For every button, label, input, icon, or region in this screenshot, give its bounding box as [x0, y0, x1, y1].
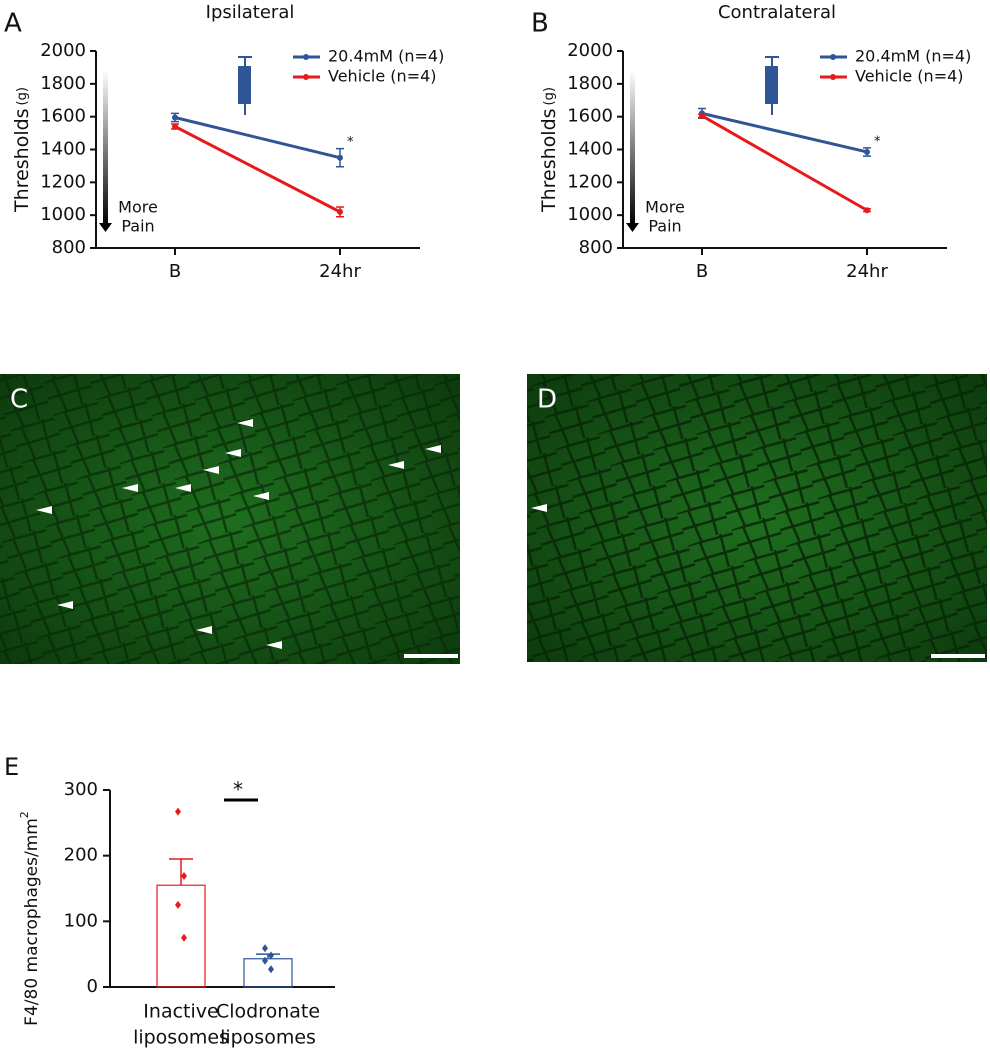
pain-arrow-head — [626, 223, 639, 232]
y-axis-label: Thresholds (g) — [538, 87, 560, 213]
y-tick-label: 1600 — [40, 106, 86, 127]
x-tick-label: B — [696, 261, 708, 282]
series-line — [174, 125, 341, 214]
data-point — [699, 112, 705, 119]
series-line — [174, 116, 341, 160]
data-point — [337, 154, 343, 161]
y-tick-label: 800 — [52, 237, 86, 258]
data-point — [172, 123, 178, 130]
x-tick-label: Clodronate — [216, 1001, 320, 1023]
panel-label: E — [4, 753, 19, 781]
pain-arrow-head — [99, 223, 112, 232]
data-point — [864, 207, 870, 214]
panel-label: D — [537, 385, 557, 415]
data-point — [864, 148, 870, 155]
syringe-icon — [238, 56, 252, 115]
y-axis-label-text: F4/80 macrophages/mm — [22, 818, 42, 1026]
significance: * — [347, 135, 354, 150]
error-bar — [256, 953, 280, 959]
data-point — [175, 900, 181, 909]
pain-arrow — [630, 70, 635, 225]
data-point — [268, 965, 274, 974]
x-tick-label: liposomes — [220, 1027, 316, 1049]
x-tick-label: 24hr — [319, 261, 361, 282]
data-point — [262, 956, 268, 965]
syringe-icon — [765, 66, 778, 104]
image-d — [527, 374, 987, 662]
y-tick-label: 800 — [579, 237, 613, 258]
legend-label: Vehicle (n=4) — [855, 67, 964, 86]
bar — [243, 958, 293, 988]
y-tick-label: 0 — [87, 976, 98, 997]
pain-arrow — [103, 70, 108, 225]
chart-title: Contralateral — [718, 2, 836, 23]
legend-marker — [303, 54, 309, 60]
data-point — [181, 933, 187, 942]
y-tick-label: 1600 — [567, 106, 613, 127]
x-tick-label: B — [169, 261, 181, 282]
arrow-label: Pain — [648, 217, 681, 236]
legend-marker — [830, 54, 836, 60]
significance: * — [233, 778, 243, 802]
y-tick-label: 1400 — [567, 139, 613, 160]
legend-marker — [830, 74, 836, 80]
legend-label: 20.4mM (n=4) — [855, 47, 971, 66]
y-tick-label: 1800 — [40, 73, 86, 94]
significance: * — [874, 134, 881, 149]
y-axis-sup: 2 — [18, 811, 31, 818]
data-point — [337, 208, 343, 215]
y-tick-label: 1000 — [40, 204, 86, 225]
y-axis-label: Thresholds (g) — [11, 87, 33, 213]
error-bar — [169, 858, 193, 886]
bar — [156, 884, 206, 988]
x-tick-label: Inactive — [143, 1001, 218, 1023]
series-line — [701, 114, 868, 212]
x-tick-label: liposomes — [133, 1027, 229, 1049]
y-tick-label: 1200 — [40, 171, 86, 192]
data-point — [181, 872, 187, 881]
data-point — [262, 944, 268, 953]
y-tick-label: 1200 — [567, 171, 613, 192]
data-point — [268, 951, 274, 960]
y-tick-label: 2000 — [567, 40, 613, 61]
image-c — [0, 374, 460, 664]
y-tick-label: 300 — [64, 779, 98, 800]
legend-label: 20.4mM (n=4) — [328, 47, 444, 66]
y-tick-label: 100 — [64, 910, 98, 931]
y-axis-unit: (g) — [542, 87, 557, 105]
panel-label: C — [10, 385, 28, 415]
axis — [109, 790, 335, 988]
legend-label: Vehicle (n=4) — [328, 67, 437, 86]
y-axis-label-text: Thresholds — [11, 108, 33, 213]
y-axis-label-text: Thresholds — [538, 108, 560, 213]
data-point — [175, 807, 181, 816]
series-line — [701, 111, 868, 154]
y-tick-label: 1400 — [40, 139, 86, 160]
arrow-label: More — [645, 198, 685, 217]
y-tick-label: 200 — [64, 845, 98, 866]
syringe-icon — [765, 56, 779, 115]
panel-label: A — [4, 9, 22, 39]
data-point — [172, 114, 178, 121]
y-axis-unit: (g) — [15, 87, 30, 105]
y-axis-label: F4/80 macrophages/mm2 — [18, 811, 42, 1026]
arrow-label: Pain — [121, 217, 154, 236]
y-tick-label: 1800 — [567, 73, 613, 94]
y-tick-label: 1000 — [567, 204, 613, 225]
chart-title: Ipsilateral — [206, 2, 295, 23]
y-tick-label: 2000 — [40, 40, 86, 61]
panel-label: B — [531, 9, 549, 39]
syringe-icon — [238, 66, 251, 104]
arrow-label: More — [118, 198, 158, 217]
x-tick-label: 24hr — [846, 261, 888, 282]
legend-marker — [303, 74, 309, 80]
